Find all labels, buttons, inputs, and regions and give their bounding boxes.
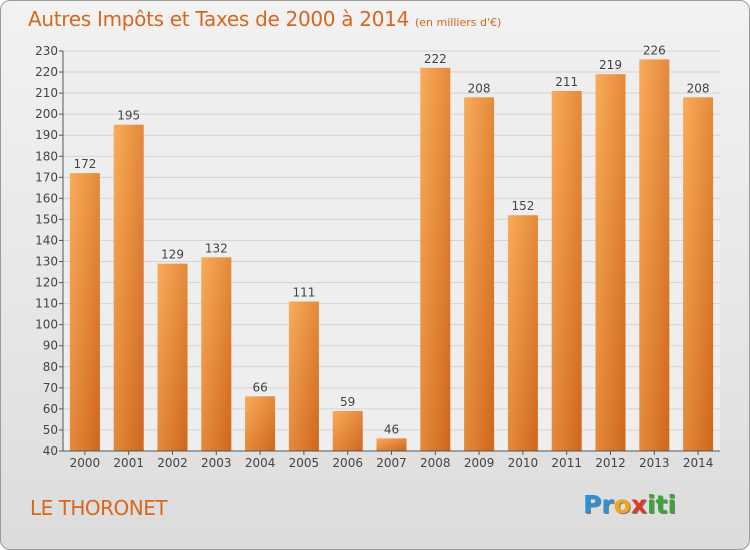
x-tick-label: 2010 <box>508 456 539 470</box>
x-tick-label: 2011 <box>551 456 582 470</box>
y-tick-label: 210 <box>35 86 58 100</box>
proxiti-logo: Proxiti <box>583 490 676 519</box>
x-tick-label: 2012 <box>595 456 626 470</box>
x-tick-label: 2000 <box>70 456 101 470</box>
y-tick-label: 180 <box>35 149 58 163</box>
title-text: Autres Impôts et Taxes de 2000 à 2014 <box>28 7 409 31</box>
y-tick-label: 110 <box>35 297 58 311</box>
bar-value-label: 211 <box>555 75 578 89</box>
bar-value-label: 208 <box>687 81 710 95</box>
bar <box>683 97 714 451</box>
y-tick-label: 100 <box>35 318 58 332</box>
bar <box>376 438 407 451</box>
x-tick-label: 2004 <box>245 456 276 470</box>
labels: 40 50 60 70 80 90 100 110 120 130 140 150 160 170 180 1… <box>35 43 713 470</box>
bar-value-label: 208 <box>468 81 491 95</box>
bar-value-label: 226 <box>643 43 666 57</box>
bar <box>201 257 232 451</box>
y-tick-label: 120 <box>35 276 58 290</box>
bar-value-label: 129 <box>161 248 184 262</box>
logo-part: x <box>630 490 647 519</box>
x-tick-label: 2005 <box>289 456 320 470</box>
bar <box>157 263 188 451</box>
y-tick-label: 150 <box>35 212 58 226</box>
bar-value-label: 46 <box>384 422 399 436</box>
bar-value-label: 195 <box>117 109 140 123</box>
x-tick-label: 2014 <box>683 456 714 470</box>
y-tick-label: 160 <box>35 191 58 205</box>
bar <box>507 215 538 451</box>
y-tick-label: 50 <box>43 423 58 437</box>
bar <box>420 67 451 451</box>
x-tick-label: 2006 <box>332 456 363 470</box>
bar <box>464 97 495 451</box>
x-tick-label: 2009 <box>464 456 495 470</box>
logo-part: Pr <box>583 490 614 519</box>
y-tick-label: 70 <box>43 381 58 395</box>
bar-value-label: 59 <box>340 395 355 409</box>
bar-value-label: 219 <box>599 58 622 72</box>
x-tick-label: 2007 <box>376 456 407 470</box>
bar-value-label: 132 <box>205 241 228 255</box>
x-tick-label: 2008 <box>420 456 451 470</box>
logo-part: o <box>613 490 631 519</box>
bar-value-label: 222 <box>424 52 447 66</box>
y-tick-label: 40 <box>43 444 58 458</box>
y-tick-label: 90 <box>43 339 58 353</box>
bar <box>551 91 582 451</box>
bar <box>639 59 670 451</box>
bar <box>332 411 363 451</box>
x-tick-label: 2003 <box>201 456 232 470</box>
y-tick-label: 200 <box>35 107 58 121</box>
axes <box>59 50 720 455</box>
bar-value-label: 66 <box>252 380 267 394</box>
y-tick-label: 230 <box>35 44 58 58</box>
chart-title: Autres Impôts et Taxes de 2000 à 2014 (en… <box>28 7 501 31</box>
bar <box>113 124 144 452</box>
x-tick-label: 2002 <box>157 456 188 470</box>
bars <box>69 59 714 452</box>
chart-subtitle: (en milliers d'€) <box>415 16 502 29</box>
bar-value-label: 172 <box>73 157 96 171</box>
bar <box>288 301 319 451</box>
x-tick-label: 2001 <box>113 456 144 470</box>
y-tick-label: 140 <box>35 233 58 247</box>
bar <box>69 173 100 451</box>
y-tick-label: 190 <box>35 128 58 142</box>
y-tick-label: 220 <box>35 65 58 79</box>
bar <box>245 396 276 451</box>
logo-part: iti <box>646 490 677 519</box>
bar-value-label: 152 <box>511 199 534 213</box>
x-tick-label: 2013 <box>639 456 670 470</box>
bar-value-label: 111 <box>292 286 315 300</box>
y-tick-label: 80 <box>43 360 58 374</box>
y-tick-label: 130 <box>35 255 58 269</box>
bar <box>595 74 626 451</box>
y-tick-label: 170 <box>35 170 58 184</box>
y-tick-label: 60 <box>43 402 58 416</box>
commune-name: LE THORONET <box>30 496 168 520</box>
